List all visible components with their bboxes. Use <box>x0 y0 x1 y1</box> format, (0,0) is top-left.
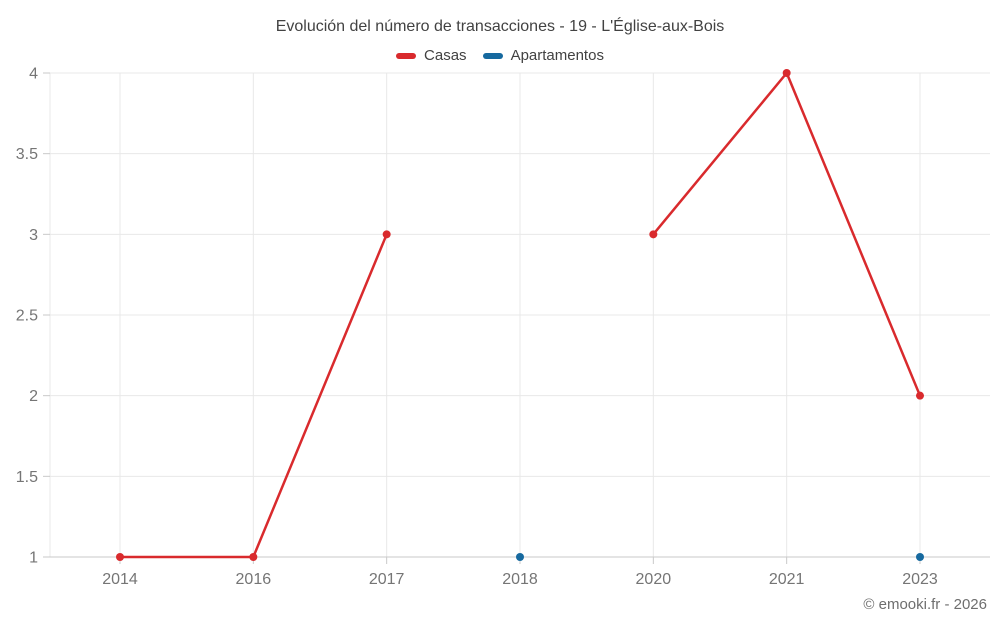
axis-labels: 1 1.5 2 2.5 3 3.5 4 2014 2016 2017 2018 2020 2021 202… <box>16 65 938 588</box>
data-point <box>916 391 924 400</box>
casas-swatch-icon <box>396 52 417 59</box>
y-tick-label: 1.5 <box>16 469 38 486</box>
legend-item-apartamentos[interactable]: Apartamentos <box>482 47 604 64</box>
apartamentos-swatch-icon <box>482 52 503 59</box>
data-point <box>249 553 258 561</box>
legend: Casas Apartamentos <box>0 47 1000 64</box>
x-tick-label: 2017 <box>369 571 405 588</box>
y-tick-label: 2.5 <box>16 307 38 324</box>
data-point <box>649 230 658 239</box>
x-tick-label: 2023 <box>902 571 938 588</box>
legend-label-apartamentos: Apartamentos <box>510 47 604 64</box>
x-tick-label: 2018 <box>502 571 538 588</box>
legend-item-casas[interactable]: Casas <box>396 47 467 64</box>
chart-title: Evolución del número de transacciones - … <box>275 18 725 35</box>
data-point <box>916 553 924 561</box>
y-tick-label: 2 <box>29 388 38 405</box>
data-point <box>516 553 524 561</box>
data-point <box>116 553 124 561</box>
x-tick-label: 2014 <box>102 571 138 588</box>
y-tick-label: 4 <box>29 65 38 82</box>
x-tick-label: 2016 <box>236 571 272 588</box>
y-tick-label: 3.5 <box>16 146 38 163</box>
x-tick-label: 2020 <box>636 571 672 588</box>
y-tick-label: 3 <box>29 227 38 244</box>
credit-text: © emooki.fr - 2026 <box>863 596 987 613</box>
data-point <box>782 69 791 77</box>
legend-label-casas: Casas <box>424 47 467 64</box>
axes <box>43 72 990 564</box>
data-point <box>382 230 391 239</box>
y-tick-label: 1 <box>29 549 38 566</box>
series-casas <box>116 69 924 561</box>
x-tick-label: 2021 <box>769 571 805 588</box>
gridlines <box>50 72 990 557</box>
series-apartamentos <box>516 553 924 561</box>
